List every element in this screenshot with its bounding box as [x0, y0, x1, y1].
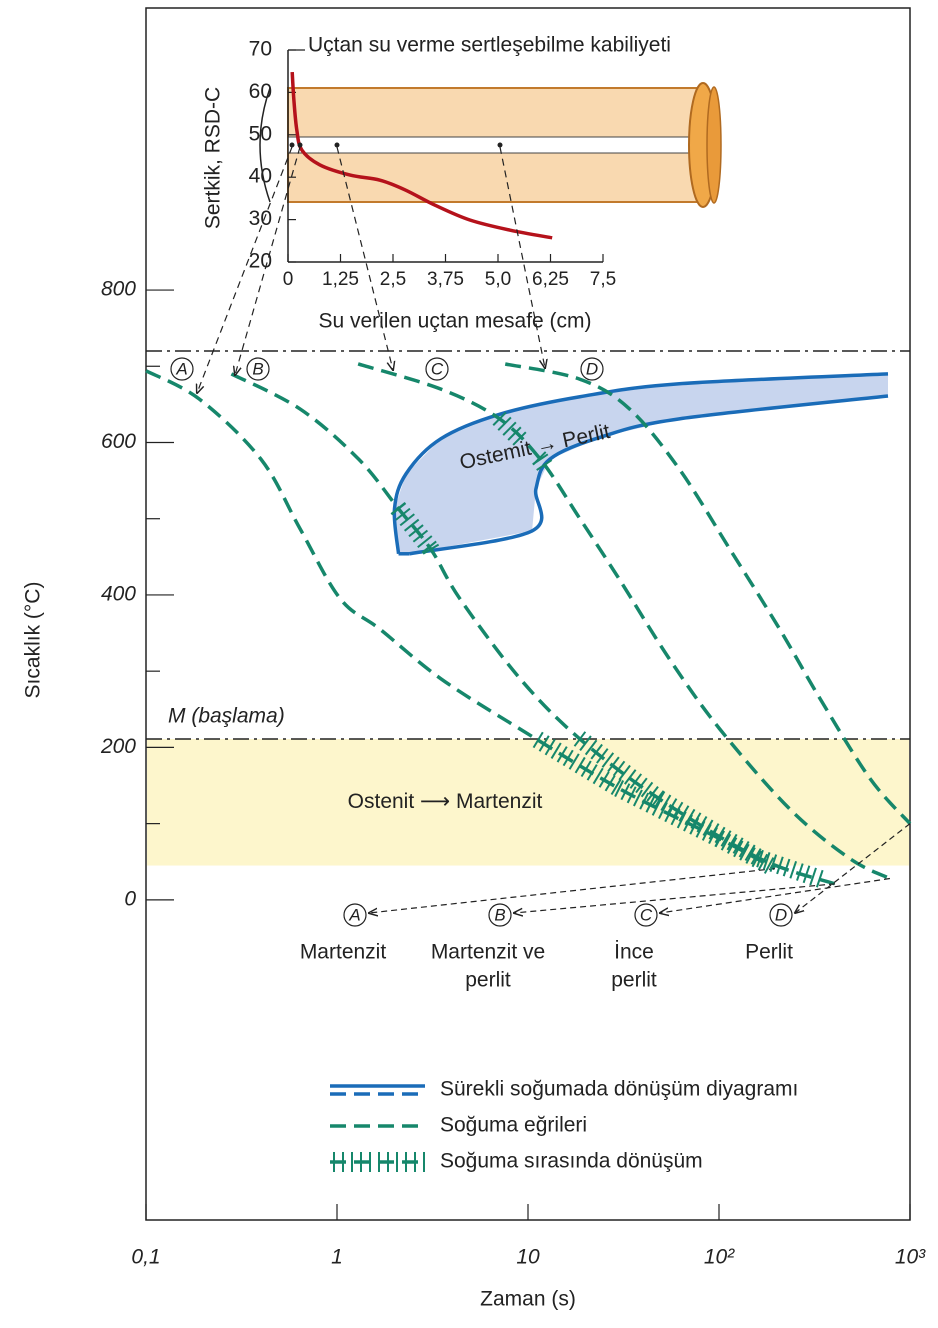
- product-name: Martenzit: [300, 941, 387, 964]
- inset-y-tick-label: 40: [249, 165, 272, 188]
- x-tick-label: 10³: [895, 1246, 926, 1269]
- inset-y-tick-label: 20: [249, 250, 272, 273]
- sample-point: [498, 143, 503, 148]
- product-arrow: [369, 869, 775, 913]
- y-tick-label: 800: [101, 278, 136, 301]
- inset-y-tick-label: 50: [249, 122, 272, 145]
- product-label: A: [348, 905, 360, 924]
- inset-x-tick-label: 6,25: [532, 269, 569, 290]
- inset-x-label: Su verilen uçtan mesafe (cm): [318, 310, 591, 333]
- region-label: Ostenit ⟶ Martenzit: [348, 790, 543, 813]
- product-label: D: [775, 905, 787, 924]
- sample-point: [298, 143, 303, 148]
- legend-label: Soğuma sırasında dönüşüm: [440, 1150, 703, 1173]
- sample-point: [335, 143, 340, 148]
- reference-label: M (başlama): [168, 705, 285, 728]
- sample-point: [290, 143, 295, 148]
- y-tick-label: 600: [101, 430, 136, 453]
- specimen-cap: [707, 87, 721, 203]
- y-tick-label: 0: [124, 887, 136, 910]
- product-name: Perlit: [745, 941, 793, 964]
- inset-x-tick-label: 2,5: [380, 269, 406, 290]
- x-tick-label: 0,1: [131, 1246, 160, 1269]
- curve-label: B: [252, 359, 263, 378]
- inset-x-tick-label: 5,0: [485, 269, 511, 290]
- product-name: Martenzit ve: [431, 941, 545, 964]
- chart: Zaman (s) Sıcaklık (°C) Ostenit ⟶ Marten…: [0, 0, 938, 1328]
- x-tick-label: 1: [331, 1246, 343, 1269]
- inset-x-tick-label: 0: [283, 269, 294, 290]
- inset-x-tick-label: 1,25: [322, 269, 359, 290]
- inset-x-tick-label: 7,5: [590, 269, 616, 290]
- curve-label: D: [586, 359, 598, 378]
- specimen-center: [288, 137, 700, 153]
- inset-title: Uçtan su verme sertleşebilme kabiliyeti: [308, 34, 671, 57]
- inset-x-tick-label: 3,75: [427, 269, 464, 290]
- x-tick-label: 10: [516, 1246, 540, 1269]
- inset-y-label: Sertkik, RSD-C: [202, 87, 225, 229]
- y-tick-label: 200: [100, 735, 136, 758]
- inset-y-tick-label: 60: [249, 80, 272, 103]
- curve-label: C: [431, 359, 444, 378]
- legend-label: Soğuma eğrileri: [440, 1114, 587, 1137]
- inset-y-tick-label: 70: [249, 38, 272, 61]
- y-tick-label: 400: [101, 582, 136, 605]
- page: Zaman (s) Sıcaklık (°C) Ostenit ⟶ Marten…: [0, 0, 938, 1328]
- product-name: perlit: [611, 969, 657, 992]
- product-label: C: [640, 905, 653, 924]
- x-axis-label: Zaman (s): [480, 1288, 576, 1311]
- legend-label: Sürekli soğumada dönüşüm diyagramı: [440, 1078, 798, 1101]
- product-name: perlit: [465, 969, 511, 992]
- product-label: B: [494, 905, 505, 924]
- product-name: İnce: [614, 941, 654, 964]
- jominy-specimen: [260, 83, 721, 207]
- y-axis-label: Sıcaklık (°C): [22, 582, 45, 699]
- curve-label: A: [175, 359, 187, 378]
- x-tick-label: 10²: [704, 1246, 735, 1269]
- inset-y-tick-label: 30: [249, 207, 272, 230]
